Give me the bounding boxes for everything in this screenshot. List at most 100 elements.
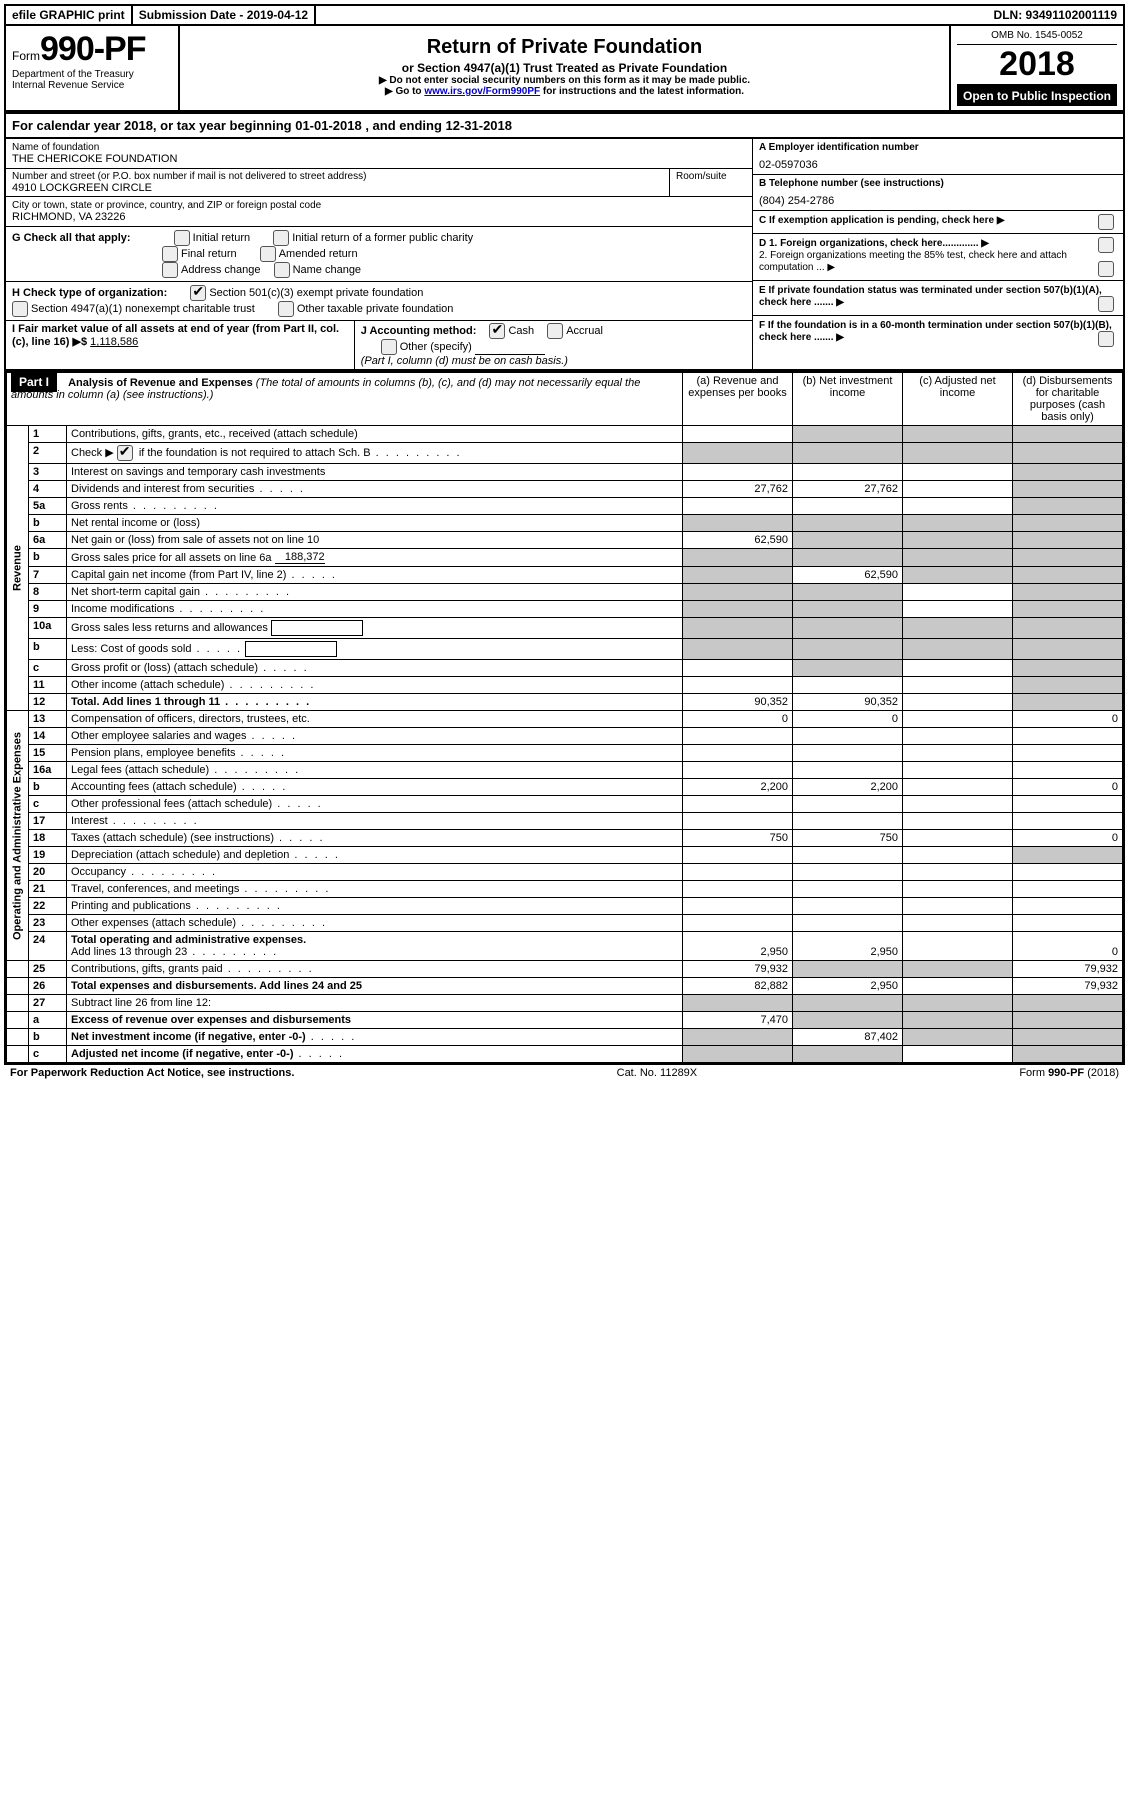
irs-link[interactable]: www.irs.gov/Form990PF <box>424 86 540 97</box>
checkbox-status-terminated[interactable] <box>1098 296 1114 312</box>
table-row: 19Depreciation (attach schedule) and dep… <box>7 847 1123 864</box>
checkbox-initial-return[interactable] <box>174 230 190 246</box>
line-14-no: 14 <box>29 728 67 745</box>
h-opt-2: Section 4947(a)(1) nonexempt charitable … <box>31 303 255 315</box>
line-19-desc: Depreciation (attach schedule) and deple… <box>67 847 683 864</box>
line-11-desc: Other income (attach schedule) <box>67 677 683 694</box>
street-label: Number and street (or P.O. box number if… <box>12 171 663 182</box>
line-5b-desc: Net rental income or (loss) <box>67 515 683 532</box>
checkbox-initial-return-former[interactable] <box>273 230 289 246</box>
l2-pre: Check ▶ <box>71 447 117 459</box>
line-10b-input[interactable] <box>245 641 337 657</box>
table-row: cOther professional fees (attach schedul… <box>7 796 1123 813</box>
g-opt-0: Initial return <box>193 232 250 244</box>
line-10b-desc: Less: Cost of goods sold <box>67 639 683 660</box>
checkbox-name-change[interactable] <box>274 262 290 278</box>
line-27b-desc: Net investment income (if negative, ente… <box>67 1029 683 1046</box>
line-4-desc: Dividends and interest from securities <box>67 481 683 498</box>
line-9-no: 9 <box>29 601 67 618</box>
line-10c-desc: Gross profit or (loss) (attach schedule) <box>67 660 683 677</box>
checkbox-address-change[interactable] <box>162 262 178 278</box>
foundation-name: THE CHERICOKE FOUNDATION <box>12 153 746 165</box>
table-row: 9Income modifications <box>7 601 1123 618</box>
form-number: 990-PF <box>40 30 146 68</box>
table-row: aExcess of revenue over expenses and dis… <box>7 1012 1123 1029</box>
c-label: C If exemption application is pending, c… <box>759 215 1005 226</box>
form-note-1: ▶ Do not enter social security numbers o… <box>186 75 943 86</box>
table-row: 27Subtract line 26 from line 12: <box>7 995 1123 1012</box>
checkbox-schb[interactable] <box>117 445 133 461</box>
g-opt-2: Final return <box>181 248 237 260</box>
checkbox-foreign-85[interactable] <box>1098 261 1114 277</box>
g-check-block: G Check all that apply: Initial return I… <box>6 227 752 282</box>
line-2-no: 2 <box>29 443 67 464</box>
line-8-desc: Net short-term capital gain <box>67 584 683 601</box>
line-25-a: 79,932 <box>683 961 793 978</box>
table-row: bNet rental income or (loss) <box>7 515 1123 532</box>
g-opt-5: Name change <box>293 264 362 276</box>
note2-post: for instructions and the latest informat… <box>540 86 744 97</box>
checkbox-amended-return[interactable] <box>260 246 276 262</box>
table-row: 25Contributions, gifts, grants paid79,93… <box>7 961 1123 978</box>
omb-number: OMB No. 1545-0052 <box>957 30 1117 45</box>
line-15-desc: Pension plans, employee benefits <box>67 745 683 762</box>
line-26-d: 79,932 <box>1013 978 1123 995</box>
g-opt-3: Amended return <box>279 248 358 260</box>
line-27b-no: b <box>29 1029 67 1046</box>
line-5b-no: b <box>29 515 67 532</box>
form-prefix: Form <box>12 49 40 63</box>
line-12-no: 12 <box>29 694 67 711</box>
line-16c-desc: Other professional fees (attach schedule… <box>67 796 683 813</box>
checkbox-4947a1[interactable] <box>12 301 28 317</box>
checkbox-other-taxable[interactable] <box>278 301 294 317</box>
city-label: City or town, state or province, country… <box>12 200 746 211</box>
table-row: 15Pension plans, employee benefits <box>7 745 1123 762</box>
footer: For Paperwork Reduction Act Notice, see … <box>4 1065 1125 1081</box>
part1-title: Analysis of Revenue and Expenses <box>68 377 253 389</box>
checkbox-final-return[interactable] <box>162 246 178 262</box>
i-label: I Fair market value of all assets at end… <box>12 323 339 348</box>
expenses-side-label: Operating and Administrative Expenses <box>7 711 29 961</box>
line-27-no: 27 <box>29 995 67 1012</box>
j-label: J Accounting method: <box>361 325 477 337</box>
line-18-no: 18 <box>29 830 67 847</box>
street-value: 4910 LOCKGREEN CIRCLE <box>12 182 663 194</box>
header-left: Form990-PF Department of the Treasury In… <box>6 26 180 110</box>
line-6b-desc: Gross sales price for all assets on line… <box>67 549 683 567</box>
line-27a-desc: Excess of revenue over expenses and disb… <box>67 1012 683 1029</box>
line-27a-a: 7,470 <box>683 1012 793 1029</box>
checkbox-other-method[interactable] <box>381 339 397 355</box>
line-5a-no: 5a <box>29 498 67 515</box>
line-27-desc: Subtract line 26 from line 12: <box>67 995 683 1012</box>
entity-info: Name of foundation THE CHERICOKE FOUNDAT… <box>6 139 1123 371</box>
line-16b-desc: Accounting fees (attach schedule) <box>67 779 683 796</box>
line-25-desc: Contributions, gifts, grants paid <box>67 961 683 978</box>
line-17-desc: Interest <box>67 813 683 830</box>
line-12-a: 90,352 <box>683 694 793 711</box>
j-other: Other (specify) <box>400 341 472 353</box>
j-note: (Part I, column (d) must be on cash basi… <box>361 355 568 367</box>
line-26-a: 82,882 <box>683 978 793 995</box>
table-row: 16aLegal fees (attach schedule) <box>7 762 1123 779</box>
checkbox-cash[interactable] <box>489 323 505 339</box>
street-block: Number and street (or P.O. box number if… <box>6 169 752 197</box>
footer-right: Form 990-PF (2018) <box>1019 1067 1119 1079</box>
checkbox-accrual[interactable] <box>547 323 563 339</box>
table-row: 3Interest on savings and temporary cash … <box>7 464 1123 481</box>
other-specify-line[interactable] <box>475 342 545 355</box>
g-label: G Check all that apply: <box>12 232 131 244</box>
checkbox-60month[interactable] <box>1098 331 1114 347</box>
line-6a-no: 6a <box>29 532 67 549</box>
line-4-a: 27,762 <box>683 481 793 498</box>
d2-label: 2. Foreign organizations meeting the 85%… <box>759 250 1067 273</box>
footer-left: For Paperwork Reduction Act Notice, see … <box>10 1067 294 1079</box>
dln-number: DLN: 93491102001119 <box>988 6 1123 24</box>
checkbox-foreign-org[interactable] <box>1098 237 1114 253</box>
checkbox-501c3[interactable] <box>190 285 206 301</box>
note2-pre: ▶ Go to <box>385 86 424 97</box>
line-2-desc: Check ▶ if the foundation is not require… <box>67 443 683 464</box>
checkbox-exemption-pending[interactable] <box>1098 214 1114 230</box>
line-15-no: 15 <box>29 745 67 762</box>
line-8-no: 8 <box>29 584 67 601</box>
line-10a-input[interactable] <box>271 620 363 636</box>
